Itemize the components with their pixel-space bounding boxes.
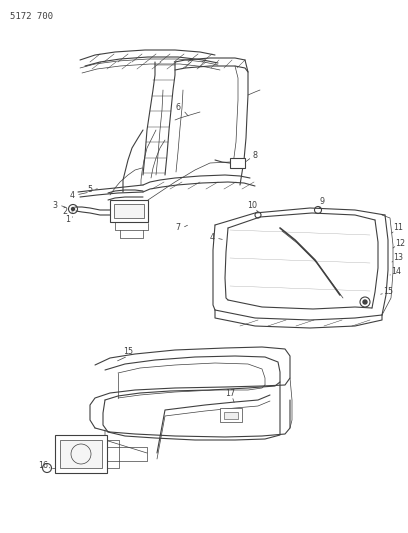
- Text: 8: 8: [253, 150, 257, 159]
- Text: 5172 700: 5172 700: [10, 12, 53, 21]
- Text: 11: 11: [393, 223, 403, 232]
- Text: 4: 4: [209, 233, 215, 243]
- Text: 9: 9: [319, 198, 324, 206]
- Circle shape: [363, 300, 367, 304]
- Text: 15: 15: [383, 287, 393, 296]
- Bar: [114, 204, 144, 218]
- Text: 4: 4: [69, 190, 75, 199]
- Circle shape: [71, 207, 75, 211]
- Bar: [224, 412, 238, 419]
- Text: 6: 6: [175, 103, 180, 112]
- Bar: [110, 200, 148, 222]
- Bar: [220, 408, 242, 422]
- Text: 7: 7: [175, 223, 181, 232]
- Bar: [230, 158, 245, 168]
- Text: 16: 16: [38, 462, 48, 471]
- Bar: [55, 435, 107, 473]
- Text: 3: 3: [53, 200, 58, 209]
- Text: 2: 2: [62, 207, 68, 216]
- Text: 17: 17: [225, 389, 235, 398]
- Text: 10: 10: [247, 200, 257, 209]
- Text: 15: 15: [123, 348, 133, 357]
- Text: 13: 13: [393, 254, 403, 262]
- Text: 5: 5: [87, 185, 93, 195]
- Text: 12: 12: [395, 238, 405, 247]
- Text: 1: 1: [66, 215, 71, 224]
- Text: 14: 14: [391, 268, 401, 277]
- Bar: [60, 440, 102, 468]
